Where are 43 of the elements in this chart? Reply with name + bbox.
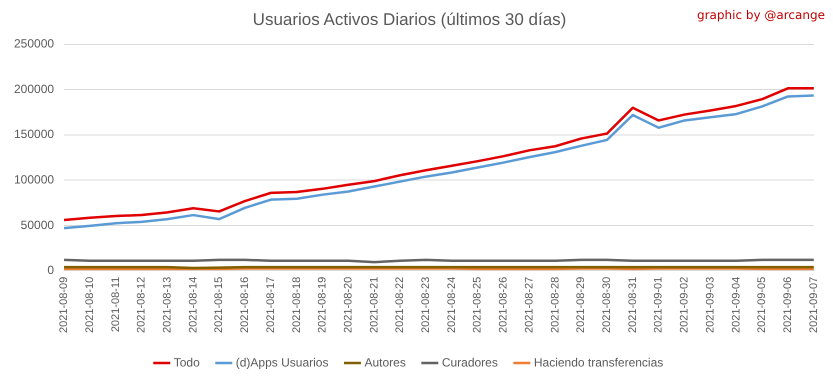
x-tick-label: 2021-08-31 [626,276,639,334]
x-tick-label: 2021-08-17 [264,276,277,334]
x-tick-label: 2021-08-27 [523,276,536,334]
x-tick-label: 2021-08-21 [368,276,380,334]
x-tick-label: 2021-09-03 [704,276,716,334]
y-tick-label: 50000 [20,218,54,232]
chart-title: Usuarios Activos Diarios (últimos 30 días) [252,10,566,29]
x-tick-label: 2021-08-25 [472,276,484,334]
x-tick-label: 2021-09-06 [782,276,794,334]
x-tick-label: 2021-08-28 [549,276,562,334]
x-tick-label: 2021-08-19 [316,276,329,334]
y-tick-label: 150000 [14,127,54,142]
x-tick-label: 2021-08-24 [446,276,458,334]
legend-label: Todo [174,355,200,370]
x-tick-label: 2021-08-14 [187,276,200,334]
x-tick-label: 2021-08-20 [342,276,354,334]
y-tick-label: 200000 [14,82,54,96]
legend-label: Curadores [442,355,498,370]
x-tick-label: 2021-08-15 [213,276,226,334]
legend-label: (d)Apps Usuarios [236,355,328,370]
x-tick-label: 2021-08-30 [601,276,613,334]
x-tick-label: 2021-08-16 [239,276,252,334]
x-tick-label: 2021-08-09 [58,276,70,334]
text: graphic by @arcange [697,8,825,22]
legend-label: Haciendo transferencias [534,355,664,370]
y-tick-label: 100000 [14,172,54,187]
x-tick-label: 2021-08-23 [420,276,432,334]
x-tick-label: 2021-08-11 [110,276,122,332]
x-tick-label: 2021-09-07 [808,276,820,334]
x-tick-label: 2021-08-18 [290,276,303,334]
x-tick-label: 2021-09-05 [756,276,768,334]
y-tick-label: 0 [47,263,54,278]
x-tick-label: 2021-09-02 [678,276,691,334]
x-tick-label: 2021-09-04 [730,276,742,334]
x-tick-label: 2021-08-13 [161,276,174,334]
legend-label: Autores [364,355,406,370]
y-tick-label: 250000 [14,36,54,51]
x-tick-label: 2021-08-10 [84,276,96,334]
x-tick-label: 2021-08-22 [394,276,406,334]
x-tick-label: 2021-09-01 [652,276,665,334]
x-tick-label: 2021-08-12 [136,276,148,334]
x-tick-label: 2021-08-26 [498,276,510,334]
x-tick-label: 2021-08-29 [575,276,588,334]
